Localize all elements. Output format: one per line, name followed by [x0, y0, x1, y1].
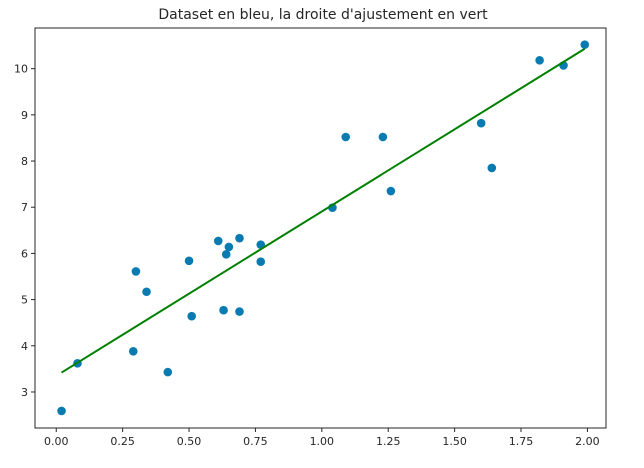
x-tick-label: 1.50: [442, 435, 467, 448]
fit-line: [61, 47, 586, 374]
data-point: [187, 311, 196, 321]
data-point: [184, 256, 194, 266]
plot-area: [57, 40, 590, 416]
axes: 0.00 0.25 0.50 0.75 1.00 1.25 1.50 1.75 2.00 3 4 5 6…: [14, 27, 607, 448]
data-point: [213, 236, 223, 246]
data-point: [256, 257, 266, 267]
data-point: [378, 132, 388, 142]
y-tick-label: 10: [14, 63, 28, 76]
y-tick-label: 6: [21, 247, 28, 260]
y-tick-label: 5: [21, 294, 28, 307]
data-point: [341, 132, 351, 142]
data-point: [476, 118, 486, 128]
data-point: [235, 307, 244, 316]
data-point: [580, 40, 590, 49]
data-point: [163, 367, 173, 377]
y-tick-label: 3: [21, 386, 28, 399]
x-tick-label: 0.00: [44, 435, 69, 448]
chart-title: Dataset en bleu, la droite d'ajustement …: [158, 7, 488, 23]
data-point: [219, 305, 228, 315]
data-point: [535, 56, 544, 65]
plot-frame: [34, 27, 607, 429]
data-point: [128, 347, 138, 356]
data-point: [256, 240, 266, 249]
x-tick-label: 2.00: [575, 435, 600, 448]
data-point: [235, 233, 244, 243]
y-tick-label: 7: [21, 201, 28, 214]
y-tick-label: 4: [21, 340, 28, 353]
data-point: [386, 186, 396, 196]
x-tick-label: 0.50: [177, 435, 202, 448]
data-point: [224, 242, 234, 252]
x-tick-label: 1.75: [509, 435, 534, 448]
x-tick-label: 1.25: [376, 435, 401, 448]
y-tick-label: 9: [21, 109, 28, 122]
x-tick-label: 1.00: [310, 435, 335, 448]
data-point: [487, 163, 497, 173]
y-tick-label: 8: [21, 155, 28, 168]
data-point: [142, 287, 151, 297]
x-tick-label: 0.75: [243, 435, 268, 448]
data-point: [221, 250, 231, 259]
data-point: [57, 406, 66, 416]
data-point: [131, 267, 141, 276]
x-tick-label: 0.25: [110, 435, 135, 448]
